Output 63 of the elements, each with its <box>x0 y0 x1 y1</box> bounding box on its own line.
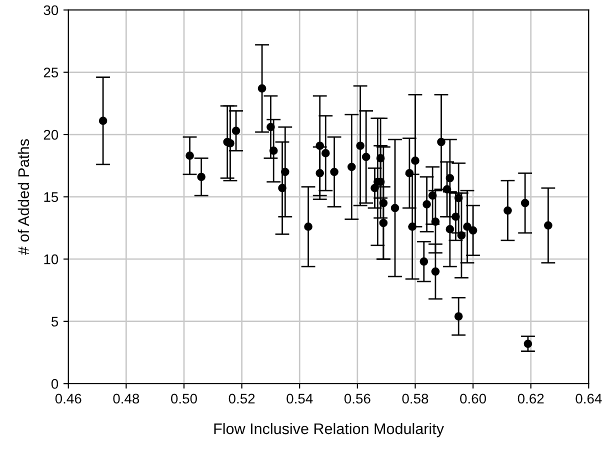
x-tick-label: 0.48 <box>113 394 140 404</box>
point <box>454 194 463 202</box>
point <box>442 185 452 194</box>
x-tick-label: 0.56 <box>344 394 370 404</box>
point <box>356 142 364 150</box>
point <box>446 225 454 234</box>
point <box>437 138 446 146</box>
point <box>258 84 266 93</box>
point <box>428 191 437 200</box>
point <box>405 168 414 178</box>
point <box>454 312 463 321</box>
point <box>304 222 312 231</box>
point <box>504 206 512 215</box>
point <box>266 122 275 132</box>
point <box>452 212 460 221</box>
point <box>431 267 440 276</box>
point <box>463 222 472 231</box>
point <box>98 116 108 125</box>
point <box>422 200 431 208</box>
x-tick-label: 0.46 <box>55 394 82 404</box>
x-tick-label: 0.64 <box>576 394 602 404</box>
point <box>520 198 530 208</box>
point <box>379 198 388 208</box>
point <box>280 168 290 176</box>
point <box>321 149 330 158</box>
point <box>431 218 440 226</box>
point <box>232 126 240 135</box>
x-tick-label: 0.50 <box>171 394 197 404</box>
point <box>446 174 454 182</box>
point <box>186 152 194 160</box>
point <box>197 172 206 182</box>
point <box>468 226 478 235</box>
point <box>544 221 552 230</box>
x-tick-label: 0.58 <box>402 394 428 404</box>
y-axis-title: # of Added Paths <box>18 139 30 255</box>
y-tick-label: 0 <box>51 378 58 389</box>
point <box>330 168 338 176</box>
point <box>376 154 385 162</box>
point <box>524 340 532 348</box>
x-tick-label: 0.62 <box>518 394 544 404</box>
y-tick-label: 5 <box>51 316 58 327</box>
y-tick-label: 20 <box>44 130 58 140</box>
x-axis-title: Flow Inclusive Relation Modularity <box>214 422 444 438</box>
point <box>362 152 370 162</box>
point <box>269 146 278 155</box>
point <box>411 156 420 165</box>
point <box>370 184 379 192</box>
x-tick-label: 0.54 <box>286 394 313 404</box>
point <box>408 222 417 231</box>
y-tick-label: 15 <box>44 192 58 202</box>
point <box>316 142 324 150</box>
point <box>316 168 324 178</box>
point <box>457 231 466 240</box>
point <box>278 184 286 192</box>
y-tick-label: 30 <box>44 5 58 16</box>
point <box>420 257 428 266</box>
x-tick-label: 0.60 <box>460 394 486 404</box>
x-tick-label: 0.52 <box>228 394 255 404</box>
point <box>390 204 400 212</box>
point <box>347 162 356 172</box>
point <box>379 218 388 228</box>
y-tick-label: 10 <box>44 254 58 264</box>
y-tick-label: 25 <box>44 68 58 78</box>
